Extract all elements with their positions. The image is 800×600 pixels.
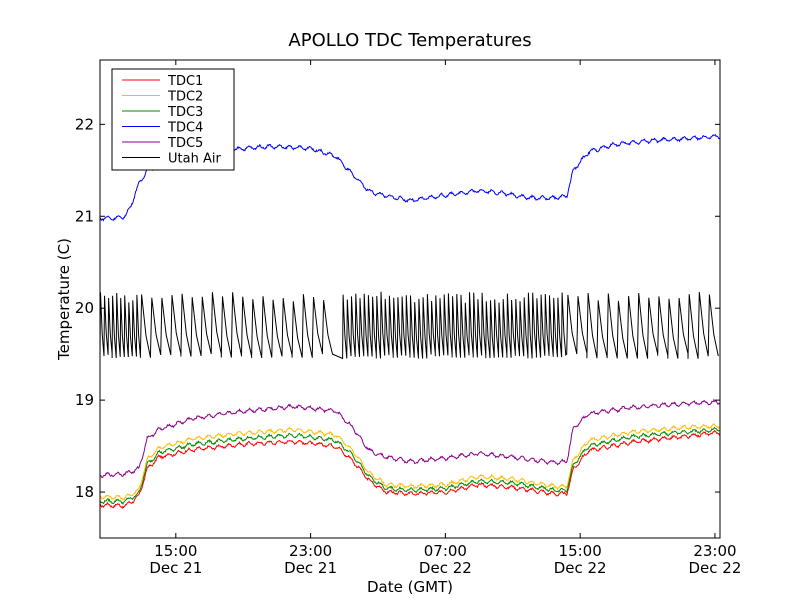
x-tick-time-label: 23:00 <box>693 542 736 560</box>
y-tick-label: 22 <box>75 115 94 133</box>
series-line-tdc1 <box>100 429 720 510</box>
x-tick-date-label: Dec 22 <box>554 559 607 577</box>
legend-label: TDC3 <box>167 105 203 120</box>
legend-label: TDC2 <box>167 90 203 105</box>
plot-area-frame <box>99 59 721 539</box>
x-tick-date-label: Dec 22 <box>419 559 472 577</box>
series-line-tdc2 <box>100 423 720 502</box>
series-line-utah-air <box>100 291 719 360</box>
series-line-tdc3 <box>100 426 720 505</box>
x-tick-time-label: 15:00 <box>154 542 197 560</box>
y-tick-label: 21 <box>75 207 94 225</box>
x-tick-date-label: Dec 22 <box>689 559 742 577</box>
chart-title: APOLLO TDC Temperatures <box>288 30 531 51</box>
x-tick-time-label: 15:00 <box>559 542 602 560</box>
x-tick-time-label: 07:00 <box>424 542 467 560</box>
legend-label: Utah Air <box>168 152 221 167</box>
legend-box <box>111 68 235 171</box>
legend-label: TDC1 <box>167 74 203 89</box>
y-tick-label: 20 <box>75 299 94 317</box>
x-tick-time-label: 23:00 <box>289 542 332 560</box>
x-tick-date-label: Dec 21 <box>284 559 337 577</box>
legend-label: TDC4 <box>167 121 203 136</box>
y-tick-label: 18 <box>75 483 94 501</box>
y-axis-label: Temperature (C) <box>55 238 73 361</box>
y-tick-label: 19 <box>75 391 94 409</box>
series-line-tdc5 <box>100 398 720 479</box>
x-axis-label: Date (GMT) <box>367 578 453 596</box>
legend-label: TDC5 <box>167 136 203 151</box>
x-tick-date-label: Dec 21 <box>149 559 202 577</box>
